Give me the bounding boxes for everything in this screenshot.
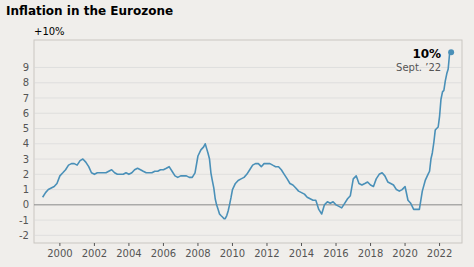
y-tick-label: 6: [23, 108, 29, 119]
x-tick: [439, 243, 440, 246]
y-tick-label: -1: [19, 215, 29, 226]
y-tick-label: 9: [23, 62, 29, 73]
annotation: 10%: [412, 47, 441, 61]
grid-line: [34, 113, 462, 114]
x-tick: [163, 243, 164, 246]
y-label: +10%: [34, 26, 65, 37]
x-tick-label: 2008: [185, 248, 210, 259]
grid-line: [34, 159, 462, 160]
y-tick-label: 5: [23, 123, 29, 134]
zero-line: [34, 204, 462, 205]
line: [43, 52, 452, 218]
title: Inflation in the Eurozone: [6, 4, 173, 18]
x-tick-label: 2002: [82, 248, 107, 259]
x-tick-label: 2014: [289, 248, 314, 259]
x-tick: [94, 243, 95, 246]
annotation: Sept. ’22: [396, 62, 441, 73]
background: [0, 0, 474, 267]
x-tick: [370, 243, 371, 246]
plot-area: [43, 49, 454, 218]
y-grid: [34, 67, 462, 235]
grid-line: [34, 82, 462, 83]
x-tick-label: 2016: [323, 248, 348, 259]
y-tick-label: 7: [23, 93, 29, 104]
y-tick-label: 0: [23, 199, 29, 210]
x-tick: [59, 243, 60, 246]
grid-line: [34, 143, 462, 144]
x-tick-label: 2022: [427, 248, 452, 259]
y-tick-label: 3: [23, 154, 29, 165]
y-tick-label: 8: [23, 77, 29, 88]
x-tick-label: 2000: [47, 248, 72, 259]
x-tick-label: 2018: [358, 248, 383, 259]
y-tick-label: 2: [23, 169, 29, 180]
grid-line: [34, 174, 462, 175]
y-tick-label: -2: [19, 230, 29, 241]
y-tick-label: 1: [23, 184, 29, 195]
grid-line: [34, 128, 462, 129]
y-tick-label: 4: [23, 138, 29, 149]
grid-line: [34, 220, 462, 221]
grid-line: [34, 235, 462, 236]
x-tick: [301, 243, 302, 246]
grid-line: [34, 98, 462, 99]
x-tick-label: 2010: [220, 248, 245, 259]
x-tick: [336, 243, 337, 246]
x-tick: [232, 243, 233, 246]
plot-frame: [34, 40, 462, 243]
x-tick: [266, 243, 267, 246]
end-dot: [448, 49, 454, 55]
chart: -2 -1 0 1 2 3 4 5 6 7 8 9 2000 2002 2004 2006 2008 2010 20…: [0, 0, 474, 267]
x-tick: [405, 243, 406, 246]
x-tick-label: 2020: [392, 248, 417, 259]
x-tick: [197, 243, 198, 246]
x-tick-label: 2006: [151, 248, 176, 259]
x-tick-label: 2004: [116, 248, 141, 259]
x-tick-label: 2012: [254, 248, 279, 259]
x-tick: [128, 243, 129, 246]
